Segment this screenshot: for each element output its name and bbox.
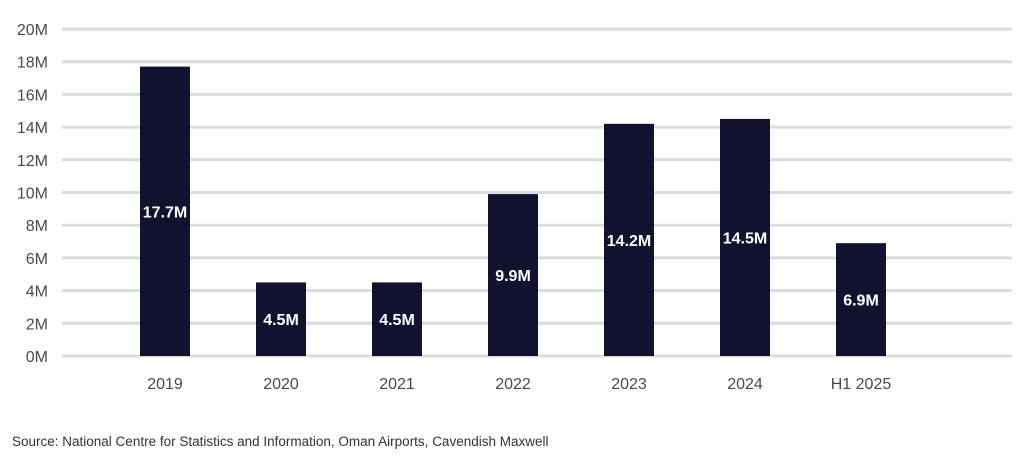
y-axis-ticks: 0M 2M 4M 6M 8M 10M 12M 14M 16M 18M 20M — [17, 22, 48, 366]
y-tick-label: 10M — [17, 186, 48, 203]
y-tick-label: 14M — [17, 120, 48, 137]
bar-h1-2025 — [836, 243, 886, 356]
value-label: 14.2M — [607, 233, 651, 250]
category-labels: 2019 2020 2021 2022 2023 2024 H1 2025 — [147, 376, 891, 393]
category-label: H1 2025 — [831, 376, 892, 393]
bar-2021 — [372, 282, 422, 356]
y-tick-label: 6M — [26, 251, 48, 268]
y-tick-label: 2M — [26, 316, 48, 333]
category-label: 2019 — [147, 376, 183, 393]
y-tick-label: 12M — [17, 153, 48, 170]
y-tick-label: 4M — [26, 284, 48, 301]
category-label: 2022 — [495, 376, 531, 393]
value-labels: 17.7M 4.5M 4.5M 9.9M 14.2M 14.5M 6.9M — [143, 204, 879, 329]
bars — [140, 66, 886, 356]
category-label: 2023 — [611, 376, 647, 393]
value-label: 4.5M — [379, 312, 415, 329]
y-tick-label: 8M — [26, 218, 48, 235]
source-note: Source: National Centre for Statistics a… — [12, 434, 549, 449]
bar-2020 — [256, 282, 306, 356]
value-label: 6.9M — [843, 293, 879, 310]
value-label: 14.5M — [723, 230, 767, 247]
value-label: 17.7M — [143, 204, 187, 221]
y-tick-label: 18M — [17, 55, 48, 72]
y-tick-label: 20M — [17, 22, 48, 39]
value-label: 4.5M — [263, 312, 299, 329]
value-label: 9.9M — [495, 268, 531, 285]
bar-2024 — [720, 118, 770, 356]
bar-2022 — [488, 194, 538, 356]
category-label: 2024 — [727, 376, 763, 393]
bar-2023 — [604, 123, 654, 356]
y-tick-label: 0M — [26, 349, 48, 366]
bar-chart: 0M 2M 4M 6M 8M 10M 12M 14M 16M 18M 20M 17.7M 4.5M 4.… — [17, 22, 1012, 393]
y-tick-label: 16M — [17, 87, 48, 104]
bar-2019 — [140, 66, 190, 356]
category-label: 2020 — [263, 376, 299, 393]
category-label: 2021 — [379, 376, 415, 393]
